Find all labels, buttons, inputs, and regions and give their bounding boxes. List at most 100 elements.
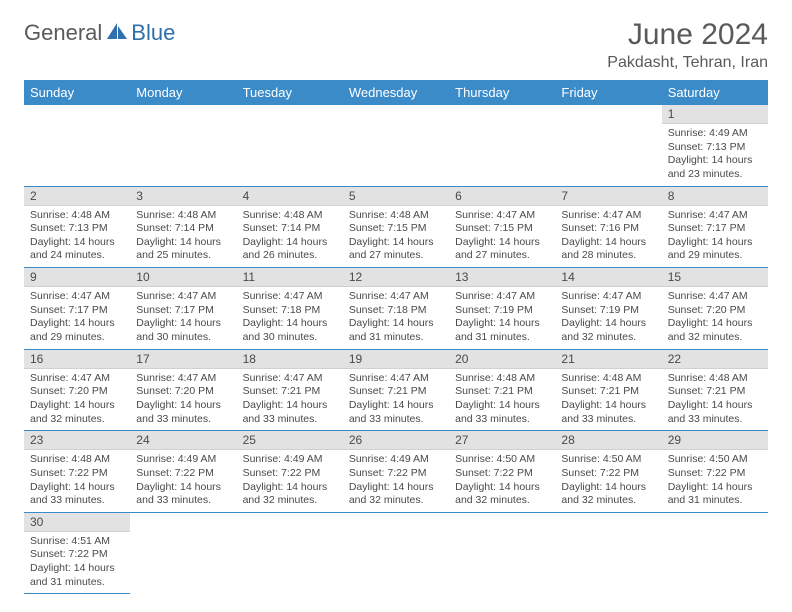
day-details: Sunrise: 4:47 AMSunset: 7:17 PMDaylight:… [130, 287, 236, 349]
day-detail-line: and 27 minutes. [455, 249, 549, 263]
day-number: 25 [237, 431, 343, 450]
day-detail-line: and 29 minutes. [30, 331, 124, 345]
calendar-cell: 12Sunrise: 4:47 AMSunset: 7:18 PMDayligh… [343, 268, 449, 350]
calendar-cell: 30Sunrise: 4:51 AMSunset: 7:22 PMDayligh… [24, 512, 130, 594]
day-detail-line: Sunrise: 4:47 AM [243, 372, 337, 386]
day-number: 2 [24, 187, 130, 206]
day-detail-line: Sunrise: 4:47 AM [455, 209, 549, 223]
day-number: 6 [449, 187, 555, 206]
day-number: 5 [343, 187, 449, 206]
day-detail-line: Daylight: 14 hours [561, 399, 655, 413]
calendar-cell: 21Sunrise: 4:48 AMSunset: 7:21 PMDayligh… [555, 349, 661, 431]
calendar-cell: 4Sunrise: 4:48 AMSunset: 7:14 PMDaylight… [237, 186, 343, 268]
day-detail-line: Sunrise: 4:49 AM [668, 127, 762, 141]
day-detail-line: Daylight: 14 hours [668, 481, 762, 495]
day-detail-line: Sunset: 7:22 PM [30, 548, 124, 562]
day-detail-line: Daylight: 14 hours [561, 317, 655, 331]
calendar-cell [555, 512, 661, 594]
location: Pakdasht, Tehran, Iran [607, 54, 768, 72]
day-detail-line: Sunset: 7:22 PM [30, 467, 124, 481]
day-number: 27 [449, 431, 555, 450]
day-detail-line: Sunrise: 4:48 AM [561, 372, 655, 386]
calendar-cell: 7Sunrise: 4:47 AMSunset: 7:16 PMDaylight… [555, 186, 661, 268]
day-detail-line: and 32 minutes. [561, 331, 655, 345]
day-detail-line: Daylight: 14 hours [136, 481, 230, 495]
day-detail-line: and 25 minutes. [136, 249, 230, 263]
calendar-cell: 2Sunrise: 4:48 AMSunset: 7:13 PMDaylight… [24, 186, 130, 268]
day-detail-line: Daylight: 14 hours [561, 236, 655, 250]
day-detail-line: Daylight: 14 hours [455, 236, 549, 250]
day-detail-line: Sunset: 7:22 PM [455, 467, 549, 481]
calendar-week-row: 30Sunrise: 4:51 AMSunset: 7:22 PMDayligh… [24, 512, 768, 594]
day-detail-line: Daylight: 14 hours [668, 399, 762, 413]
day-detail-line: Daylight: 14 hours [243, 236, 337, 250]
day-details: Sunrise: 4:47 AMSunset: 7:21 PMDaylight:… [343, 369, 449, 431]
day-detail-line: and 32 minutes. [30, 413, 124, 427]
day-number: 17 [130, 350, 236, 369]
day-detail-line: Sunrise: 4:47 AM [30, 372, 124, 386]
day-detail-line: Sunrise: 4:48 AM [243, 209, 337, 223]
day-detail-line: and 24 minutes. [30, 249, 124, 263]
day-number: 28 [555, 431, 661, 450]
day-detail-line: Sunrise: 4:48 AM [455, 372, 549, 386]
calendar-cell [662, 512, 768, 594]
day-detail-line: Daylight: 14 hours [455, 481, 549, 495]
calendar-cell: 19Sunrise: 4:47 AMSunset: 7:21 PMDayligh… [343, 349, 449, 431]
day-detail-line: Daylight: 14 hours [668, 236, 762, 250]
day-details: Sunrise: 4:48 AMSunset: 7:14 PMDaylight:… [130, 206, 236, 268]
calendar-cell: 13Sunrise: 4:47 AMSunset: 7:19 PMDayligh… [449, 268, 555, 350]
day-details: Sunrise: 4:47 AMSunset: 7:16 PMDaylight:… [555, 206, 661, 268]
day-detail-line: Sunrise: 4:47 AM [136, 290, 230, 304]
day-detail-line: Sunset: 7:13 PM [30, 222, 124, 236]
calendar-cell: 8Sunrise: 4:47 AMSunset: 7:17 PMDaylight… [662, 186, 768, 268]
day-details: Sunrise: 4:47 AMSunset: 7:20 PMDaylight:… [662, 287, 768, 349]
day-detail-line: Daylight: 14 hours [30, 562, 124, 576]
day-detail-line: Daylight: 14 hours [30, 481, 124, 495]
calendar-week-row: 2 Sunrise: 4:48 AM Sunset: 7:13 PM Daylight… [24, 186, 768, 268]
day-detail-line: and 28 minutes. [561, 249, 655, 263]
day-detail-line: and 33 minutes. [668, 413, 762, 427]
day-detail-line: Daylight: 14 hours [136, 317, 230, 331]
calendar-cell [449, 512, 555, 594]
day-details: Sunrise: 4:48 AMSunset: 7:14 PMDaylight:… [237, 206, 343, 268]
day-detail-line: and 23 minutes. [668, 168, 762, 182]
day-details: Sunrise: 4:49 AMSunset: 7:22 PMDaylight:… [343, 450, 449, 512]
day-detail-line: and 32 minutes. [455, 494, 549, 508]
day-detail-line: Sunrise: 4:47 AM [136, 372, 230, 386]
calendar-cell: 10Sunrise: 4:47 AMSunset: 7:17 PMDayligh… [130, 268, 236, 350]
day-details: Sunrise: 4:48 AMSunset: 7:21 PMDaylight:… [555, 369, 661, 431]
day-detail-line: Sunrise: 4:47 AM [349, 290, 443, 304]
day-detail-line: Sunrise: 4:47 AM [561, 290, 655, 304]
day-number: 23 [24, 431, 130, 450]
calendar-week-row: 1Sunrise: 4:49 AMSunset: 7:13 PMDaylight… [24, 105, 768, 186]
day-details: Sunrise: 4:50 AMSunset: 7:22 PMDaylight:… [449, 450, 555, 512]
day-details: Sunrise: 4:47 AMSunset: 7:17 PMDaylight:… [662, 206, 768, 268]
calendar-cell: 1Sunrise: 4:49 AMSunset: 7:13 PMDaylight… [662, 105, 768, 186]
day-number: 4 [237, 187, 343, 206]
day-detail-line: Sunrise: 4:47 AM [30, 290, 124, 304]
day-number: 12 [343, 268, 449, 287]
day-detail-line: Sunset: 7:16 PM [561, 222, 655, 236]
calendar-cell: 14Sunrise: 4:47 AMSunset: 7:19 PMDayligh… [555, 268, 661, 350]
day-number: 3 [130, 187, 236, 206]
day-detail-line: Sunset: 7:14 PM [243, 222, 337, 236]
calendar-cell: 17Sunrise: 4:47 AMSunset: 7:20 PMDayligh… [130, 349, 236, 431]
logo-text-general: General [24, 20, 102, 46]
day-details: Sunrise: 4:49 AMSunset: 7:13 PMDaylight:… [662, 124, 768, 186]
day-detail-line: Sunrise: 4:48 AM [668, 372, 762, 386]
day-detail-line: Daylight: 14 hours [243, 399, 337, 413]
day-number: 11 [237, 268, 343, 287]
day-details: Sunrise: 4:47 AMSunset: 7:20 PMDaylight:… [24, 369, 130, 431]
day-detail-line: Sunrise: 4:47 AM [455, 290, 549, 304]
logo-sail-icon [106, 22, 128, 45]
day-detail-line: Sunset: 7:21 PM [455, 385, 549, 399]
day-detail-line: Sunrise: 4:48 AM [136, 209, 230, 223]
day-details: Sunrise: 4:47 AMSunset: 7:17 PMDaylight:… [24, 287, 130, 349]
calendar-cell: 26Sunrise: 4:49 AMSunset: 7:22 PMDayligh… [343, 431, 449, 513]
day-number: 19 [343, 350, 449, 369]
calendar-cell: 5Sunrise: 4:48 AMSunset: 7:15 PMDaylight… [343, 186, 449, 268]
day-details: Sunrise: 4:49 AMSunset: 7:22 PMDaylight:… [130, 450, 236, 512]
day-detail-line: and 33 minutes. [455, 413, 549, 427]
logo: General Blue [24, 20, 175, 46]
weekday-header: Friday [555, 80, 661, 105]
